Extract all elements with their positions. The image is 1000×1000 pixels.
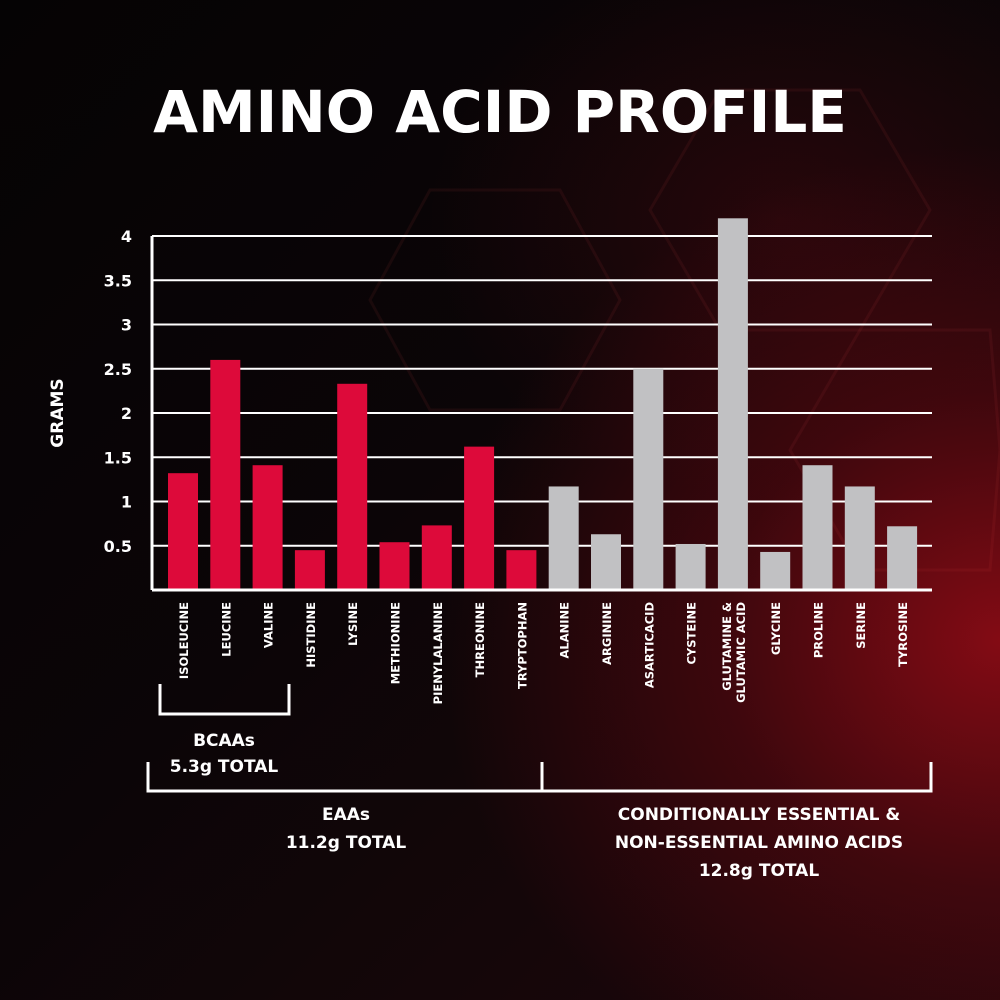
bar <box>294 550 325 590</box>
x-tick-label: LEUCINE <box>219 602 233 657</box>
bar <box>252 465 283 590</box>
x-tick-label: GLYCINE <box>769 602 783 655</box>
neaa-total: 12.8g TOTAL <box>699 861 820 881</box>
x-tick-label: ISOLEUCINE <box>177 602 191 679</box>
bar <box>337 383 368 590</box>
x-tick-label: HISTIDINE <box>304 602 318 668</box>
bcaa-label: BCAAs <box>193 731 255 751</box>
bar <box>675 543 706 590</box>
x-tick-label: SERINE <box>854 602 868 649</box>
bar <box>464 446 495 590</box>
bar <box>844 486 875 590</box>
x-tick-label: GLUTAMINE &GLUTAMIC ACID <box>720 602 748 703</box>
y-tick-label: 3.5 <box>104 271 132 290</box>
x-tick-label: CYSTEINE <box>685 602 699 665</box>
x-tick-label: TYROSINE <box>896 602 910 667</box>
y-tick-label: 3 <box>121 316 132 335</box>
x-tick-label: METHIONINE <box>389 602 403 684</box>
x-tick-label: ALANINE <box>558 602 572 659</box>
x-tick-label: ASARTICACID <box>642 602 656 688</box>
y-tick-label: 1.5 <box>104 448 132 467</box>
bar <box>591 534 621 590</box>
bar <box>210 359 241 590</box>
x-tick-label: PROLINE <box>812 602 826 658</box>
y-axis-label: GRAMS <box>48 378 68 447</box>
bar <box>548 486 579 590</box>
x-tick-label: LYSINE <box>346 602 360 646</box>
x-tick-label: ARGININE <box>600 602 614 665</box>
bar <box>717 218 748 591</box>
y-tick-label: 2 <box>121 404 132 423</box>
y-tick-label: 1 <box>121 493 132 512</box>
y-tick-label: 2.5 <box>104 360 132 379</box>
eaa-total: 11.2g TOTAL <box>286 833 407 853</box>
x-tick-labels: ISOLEUCINE LEUCINE VALINE HISTIDINE LYSINE ME… <box>177 602 910 705</box>
x-tick-label: THREONINE <box>473 602 487 677</box>
background-hexagons <box>368 88 1000 572</box>
y-tick-label: 4 <box>121 227 132 246</box>
eaa-label: EAAs <box>322 805 370 825</box>
bcaa-bracket <box>158 684 291 716</box>
bar <box>506 550 537 590</box>
neaa-label-line2: NON-ESSENTIAL AMINO ACIDS <box>615 833 903 853</box>
bar <box>760 551 791 590</box>
group-bracket <box>146 762 933 793</box>
neaa-label-line1: CONDITIONALLY ESSENTIAL & <box>618 805 901 825</box>
y-tick-labels: 0.5 1 1.5 2 2.5 3 3.5 4 <box>104 227 132 556</box>
bar <box>633 368 664 590</box>
y-tick-label: 0.5 <box>104 537 132 556</box>
x-tick-label: TRYPTOPHAN <box>515 602 529 689</box>
bcaa-total: 5.3g TOTAL <box>170 757 279 777</box>
x-tick-label: VALINE <box>262 602 276 648</box>
x-tick-label: PIENYLALANINE <box>431 602 445 704</box>
bars <box>168 218 918 591</box>
bar <box>168 473 198 590</box>
bar <box>421 525 452 590</box>
bar <box>887 526 918 590</box>
bar <box>379 542 410 590</box>
bar <box>802 465 833 590</box>
chart-title: AMINO ACID PROFILE <box>153 78 847 146</box>
